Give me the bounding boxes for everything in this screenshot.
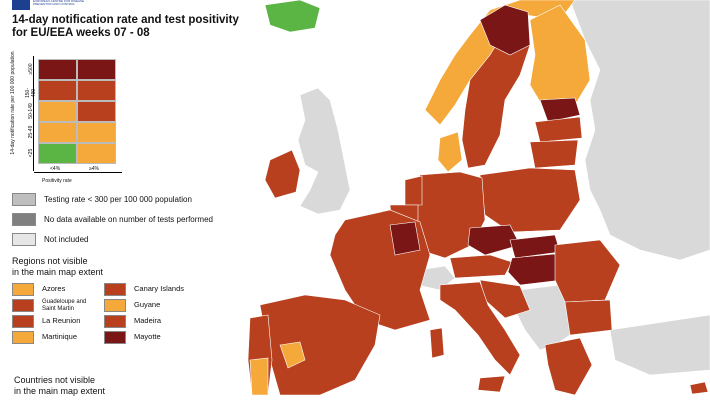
color-matrix — [38, 59, 116, 165]
legend-item: Not included — [12, 233, 88, 246]
region-swatch — [104, 315, 126, 328]
countries-title: Countries not visible in the main map ex… — [14, 375, 105, 397]
region-item: La Reunion — [12, 315, 80, 328]
region-label: Guyane — [134, 300, 161, 310]
y-tick-label: 25-49 — [28, 125, 34, 139]
region-swatch — [104, 283, 126, 296]
bulgaria — [564, 299, 613, 336]
region-item: Azores — [12, 283, 65, 296]
estonia — [539, 97, 581, 123]
austria — [449, 254, 513, 279]
spain — [259, 294, 381, 396]
region-item: Martinique — [12, 331, 77, 344]
y-tick-label: <25 — [28, 148, 34, 158]
ireland — [264, 149, 301, 199]
legend-swatch — [12, 233, 36, 246]
y-tick-label: 50-149 — [28, 103, 34, 119]
regions-title-line2: in the main map extent — [12, 267, 104, 277]
sardinia — [429, 327, 445, 359]
russia-landmass — [569, 0, 710, 261]
region-label: Canary Islands — [134, 284, 185, 294]
romania — [554, 239, 621, 303]
italy — [439, 281, 521, 376]
x-tick-label: ≥4% — [89, 166, 99, 172]
poland — [479, 167, 581, 233]
matrix-cell — [77, 101, 116, 122]
spain-central — [279, 341, 306, 369]
lithuania — [529, 139, 579, 169]
region-label: Martinique — [42, 332, 78, 342]
denmark — [437, 131, 463, 173]
regions-title: Regions not visible in the main map exte… — [12, 256, 103, 278]
legend-label: Testing rate < 300 per 100 000 populatio… — [44, 195, 192, 204]
region-label: Guadeloupe and Saint Martin — [42, 299, 87, 312]
latvia — [534, 116, 583, 143]
y-tick-label: ≥500 — [28, 63, 34, 75]
region-swatch — [12, 331, 34, 344]
matrix-cell — [77, 80, 116, 101]
matrix-cell — [77, 59, 116, 80]
legend-swatch — [12, 193, 36, 206]
y-axis-arrow — [33, 56, 34, 171]
region-label: Madeira — [134, 316, 162, 326]
legend-label: No data available on number of tests per… — [44, 215, 213, 224]
region-item: Guadeloupe and Saint Martin — [12, 299, 98, 312]
hungary — [507, 253, 563, 286]
region-label: Azores — [42, 284, 66, 294]
uk-landmass — [297, 87, 351, 215]
countries-title-line2: in the main map extent — [14, 386, 106, 396]
france-east — [389, 221, 421, 256]
map-title: 14-day notification rate and test positi… — [12, 14, 239, 40]
regions-title-line1: Regions not visible — [12, 256, 88, 266]
matrix-cell — [38, 122, 77, 143]
x-axis-arrow — [34, 172, 122, 173]
x-axis-label: Positivity rate — [42, 178, 72, 184]
region-item: Guyane — [104, 299, 160, 312]
region-item: Canary Islands — [104, 283, 184, 296]
title-line1: 14-day notification rate and test positi… — [12, 14, 239, 26]
ecdc-logo-text: EUROPEAN CENTRE FOR DISEASE PREVENTION A… — [33, 0, 85, 7]
region-swatch — [12, 315, 34, 328]
legend-swatch — [12, 213, 36, 226]
region-item: Madeira — [104, 315, 161, 328]
ecdc-logo — [12, 0, 30, 10]
sicily — [477, 375, 506, 393]
turkey-landmass — [609, 314, 710, 376]
netherlands — [404, 175, 423, 206]
region-swatch — [12, 299, 34, 312]
matrix-cell — [77, 122, 116, 143]
legend-label: Not included — [44, 235, 89, 244]
y-tick-label: 150-499 — [25, 88, 37, 99]
region-swatch — [104, 299, 126, 312]
region-swatch — [104, 331, 126, 344]
matrix-cell — [38, 59, 77, 80]
north-sweden — [479, 4, 531, 56]
region-label: La Reunion — [42, 316, 81, 326]
countries-title-line1: Countries not visible — [14, 375, 96, 385]
region-item: Mayotte — [104, 331, 161, 344]
x-tick-label: <4% — [50, 166, 61, 172]
y-axis-label: 14-day notification rate per 100 000 pop… — [10, 51, 16, 155]
matrix-cell — [77, 143, 116, 164]
cyprus — [689, 381, 709, 395]
greece — [544, 337, 593, 396]
region-swatch — [12, 283, 34, 296]
matrix-cell — [38, 143, 77, 164]
matrix-cell — [38, 101, 77, 122]
legend-item: No data available on number of tests per… — [12, 213, 213, 226]
title-line2: for EU/EEA weeks 07 - 08 — [12, 27, 150, 39]
czechia — [467, 224, 521, 256]
region-label: Mayotte — [134, 332, 161, 342]
iceland — [264, 0, 321, 33]
legend-item: Testing rate < 300 per 100 000 populatio… — [12, 193, 192, 206]
portugal-south — [249, 357, 269, 396]
matrix-cell — [38, 80, 77, 101]
